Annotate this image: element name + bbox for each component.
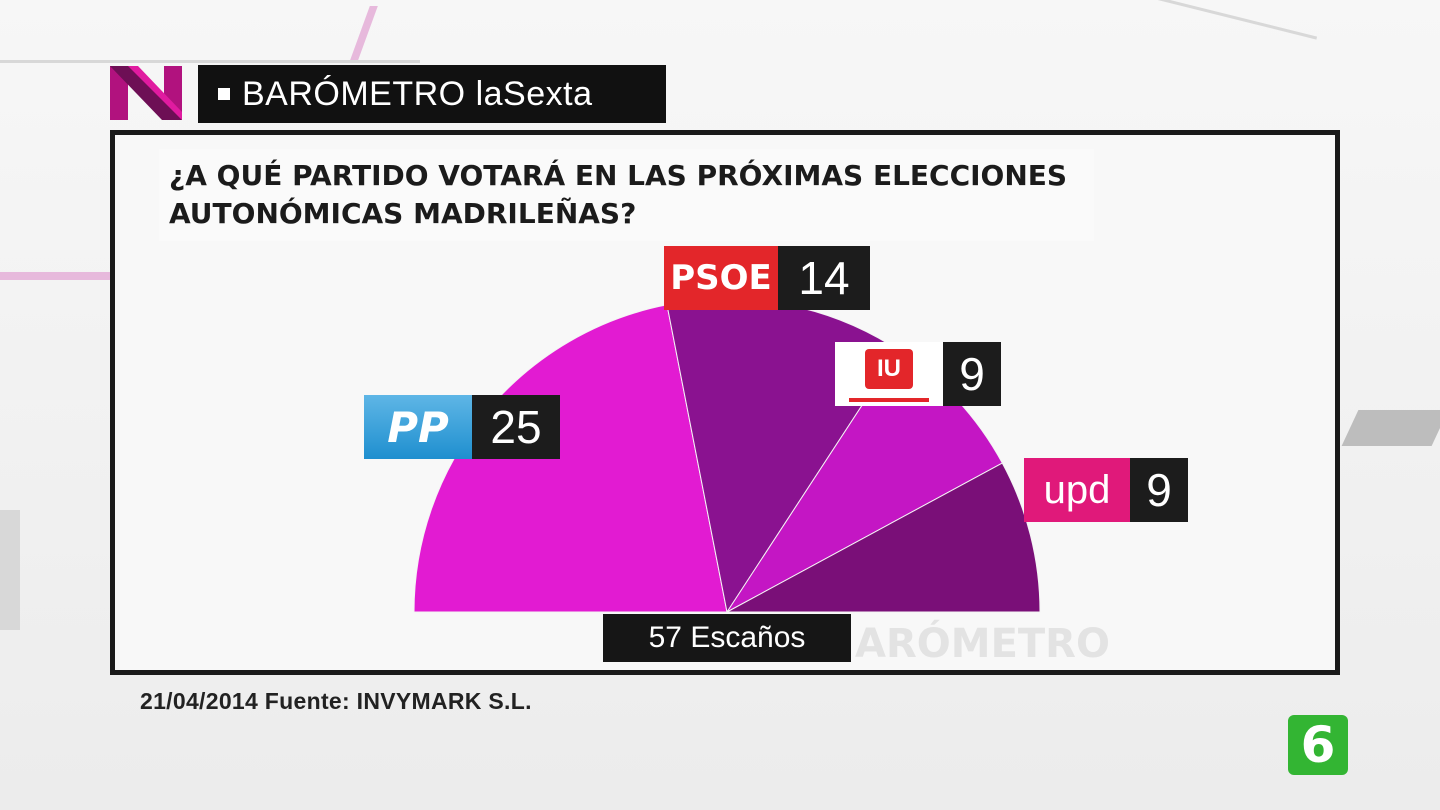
upd-value: 9 xyxy=(1130,458,1188,522)
bg-stroke xyxy=(0,272,110,280)
psoe-logo-icon: PSOE xyxy=(664,246,778,310)
bg-stroke xyxy=(0,60,420,63)
upd-logo-text: upd xyxy=(1043,467,1111,512)
slice-upd xyxy=(726,462,1041,613)
bg-stroke xyxy=(0,510,20,630)
question-line-2: AUTONÓMICAS MADRILEÑAS? xyxy=(169,197,637,230)
pp-logo-text: PP xyxy=(387,402,449,452)
psoe-value: 14 xyxy=(778,246,870,310)
total-seats-label: 57 Escaños xyxy=(603,614,851,662)
program-title: BARÓMETRO laSexta xyxy=(242,74,593,113)
pp-value: 25 xyxy=(472,395,560,459)
question-line-1: ¿A QUÉ PARTIDO VOTARÁ EN LAS PRÓXIMAS EL… xyxy=(169,159,1068,192)
square-bullet-icon xyxy=(218,88,230,100)
iu-logo-mark: IU xyxy=(865,349,913,389)
upd-logo-icon: upd xyxy=(1024,458,1130,522)
chart-question: ¿A QUÉ PARTIDO VOTARÁ EN LAS PRÓXIMAS EL… xyxy=(159,149,1094,241)
lasexta-logo: 6 xyxy=(1288,715,1348,775)
label-psoe: PSOE 14 xyxy=(664,246,870,310)
watermark-text: ARÓMETRO xyxy=(855,621,1110,667)
pp-logo-icon: PP xyxy=(364,395,472,459)
iu-value: 9 xyxy=(943,342,1001,406)
source-note: 21/04/2014 Fuente: INVYMARK S.L. xyxy=(140,688,532,714)
label-upd: upd 9 xyxy=(1024,458,1188,522)
label-pp: PP 25 xyxy=(364,395,560,459)
label-iu: IU 9 xyxy=(835,342,1001,406)
psoe-logo-text: PSOE xyxy=(670,258,772,298)
iu-logo-underline xyxy=(849,398,929,402)
iu-logo-icon: IU xyxy=(835,342,943,406)
lasexta-logo-text: 6 xyxy=(1300,716,1336,774)
n-logo xyxy=(110,66,182,120)
program-title-bar: BARÓMETRO laSexta xyxy=(198,65,666,123)
